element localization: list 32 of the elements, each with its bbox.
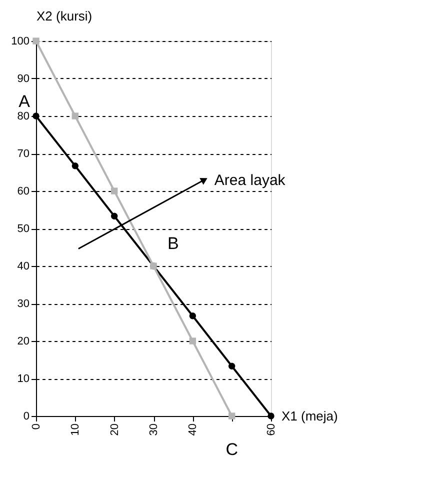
x-tick-label: 30 bbox=[148, 424, 160, 436]
y-axis-title: X2 (kursi) bbox=[36, 8, 92, 24]
x-axis-title: X1 (meja) bbox=[282, 408, 338, 424]
point bbox=[72, 112, 79, 120]
annotation: Area layak bbox=[214, 172, 286, 189]
point bbox=[268, 412, 274, 420]
point bbox=[110, 188, 118, 194]
y-tick-label: 20 bbox=[17, 336, 30, 348]
point bbox=[228, 412, 236, 420]
y-tick-label: 40 bbox=[17, 260, 30, 272]
y-tick-label: 10 bbox=[17, 373, 30, 385]
x-tick-label: 20 bbox=[108, 424, 121, 436]
point bbox=[72, 162, 79, 170]
x-tick-label: 0 bbox=[30, 424, 42, 430]
y-tick-label: 0 bbox=[23, 410, 30, 422]
y-tick-label: 60 bbox=[17, 186, 30, 198]
y-tick-label: 80 bbox=[17, 110, 30, 122]
point bbox=[189, 312, 196, 320]
y-tick-label: 30 bbox=[17, 298, 30, 310]
y-tick-label: 90 bbox=[17, 73, 30, 85]
y-tick-label: 50 bbox=[17, 223, 30, 235]
point bbox=[189, 338, 196, 344]
x-tick-label: 10 bbox=[70, 424, 82, 436]
x-tick-label: 60 bbox=[266, 424, 278, 436]
point bbox=[228, 362, 236, 370]
annotation: A bbox=[18, 92, 31, 111]
y-tick-label: 100 bbox=[11, 36, 30, 48]
x-tick-label: 40 bbox=[187, 424, 200, 436]
annotation: B bbox=[168, 234, 179, 253]
point bbox=[110, 212, 118, 220]
y-tick-label: 70 bbox=[17, 148, 30, 160]
annotation: C bbox=[226, 440, 238, 459]
